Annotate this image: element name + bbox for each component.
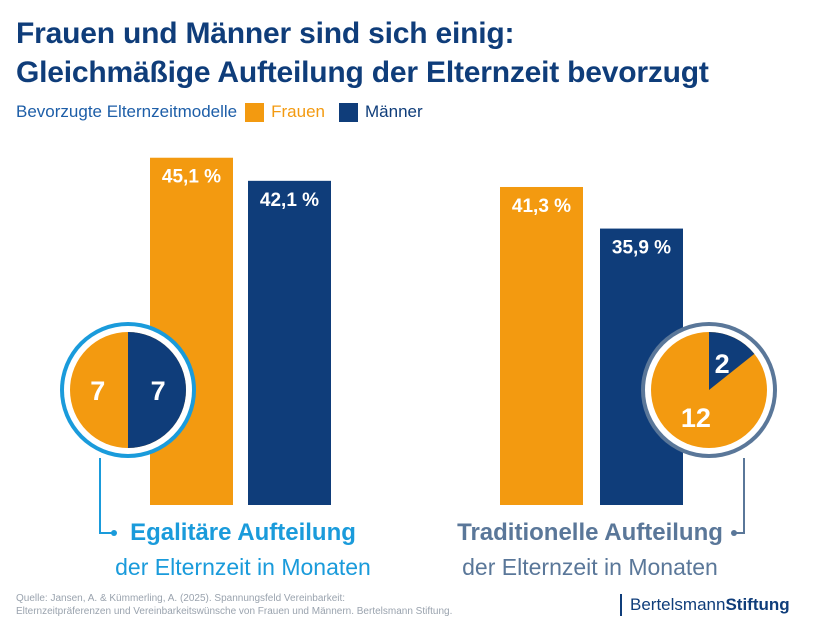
- caption-egalitarian-subtitle: der Elternzeit in Monaten: [115, 554, 371, 580]
- source-line-1: Quelle: Jansen, A. & Kümmerling, A. (202…: [16, 593, 346, 604]
- legend-item-maenner: Männer: [365, 102, 423, 121]
- bertelsmann-stiftung-logo: BertelsmannStiftung: [620, 594, 790, 616]
- caption-traditional-subtitle: der Elternzeit in Monaten: [462, 554, 718, 580]
- bar-label-frauen-2: 41,3 %: [512, 196, 571, 217]
- caption-egalitarian: Egalitäre Aufteilung der Elternzeit in M…: [88, 516, 398, 584]
- legend-swatch-frauen: [245, 102, 265, 122]
- bar-label-frauen-1: 45,1 %: [162, 167, 221, 188]
- legend-label: Bevorzugte Elternzeitmodelle: [16, 102, 238, 121]
- bar-label-maenner-1: 42,1 %: [260, 190, 319, 211]
- page-title: Frauen und Männer sind sich einig: Gleic…: [16, 14, 709, 92]
- pie-label-maenner-traditional: 2: [715, 349, 730, 379]
- connector-egalitarian: [99, 458, 112, 534]
- pie-slice-maenner-egalitarian: [128, 332, 186, 448]
- connector-traditional: [736, 458, 745, 534]
- pie-slice-maenner-traditional: [709, 332, 755, 390]
- source-note: Quelle: Jansen, A. & Kümmerling, A. (202…: [16, 592, 452, 618]
- bar-label-maenner-2: 35,9 %: [612, 238, 671, 259]
- caption-egalitarian-title: Egalitäre Aufteilung: [130, 519, 356, 546]
- connector-dot-egalitarian: [111, 530, 117, 536]
- bar-frauen-1: [150, 157, 233, 506]
- bar-maenner-1: [248, 180, 331, 505]
- bar-frauen-2: [500, 186, 583, 506]
- caption-traditional: Traditionelle Aufteilung der Elternzeit …: [440, 516, 740, 584]
- pie-label-maenner-egalitarian: 7: [151, 376, 166, 406]
- legend: Bevorzugte Elternzeitmodelle Frauen Männ…: [16, 101, 423, 123]
- legend-item-frauen: Frauen: [271, 102, 325, 121]
- connector-dot-traditional: [731, 530, 737, 536]
- pie-label-frauen-traditional: 12: [681, 403, 711, 433]
- title-line-1: Frauen und Männer sind sich einig:: [16, 17, 515, 50]
- source-line-2: Elternzeitpräferenzen und Vereinbarkeits…: [16, 606, 453, 617]
- logo-part-1: Bertelsmann: [630, 595, 726, 614]
- logo-part-2: Stiftung: [725, 595, 790, 614]
- title-line-2: Gleichmäßige Aufteilung der Elternzeit b…: [16, 56, 709, 89]
- legend-swatch-maenner: [339, 102, 358, 122]
- pie-label-frauen-egalitarian: 7: [90, 376, 105, 406]
- caption-traditional-title: Traditionelle Aufteilung: [457, 519, 723, 546]
